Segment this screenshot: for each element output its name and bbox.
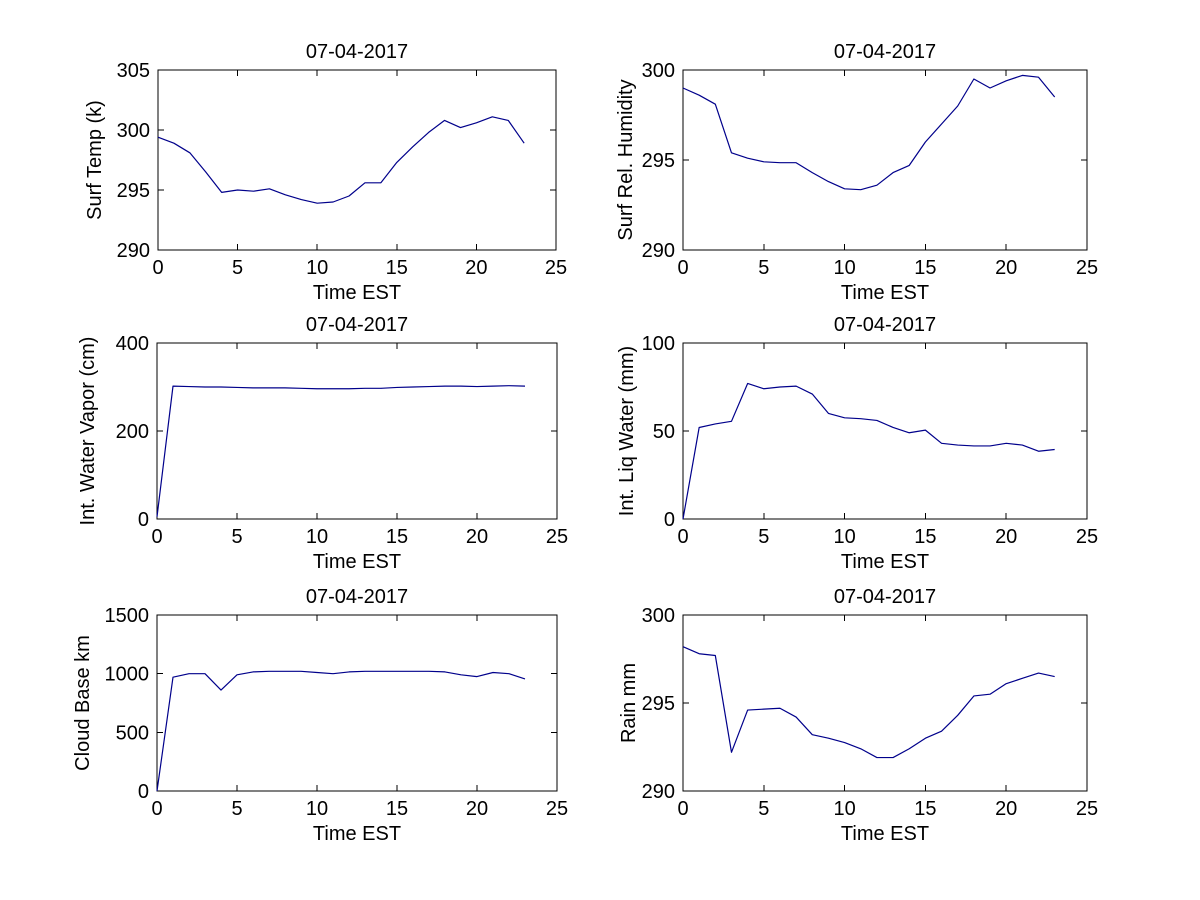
chart-title: 07-04-2017 (833, 41, 937, 63)
svg-text:1500: 1500 (105, 605, 150, 627)
svg-text:15: 15 (386, 526, 408, 548)
svg-text:5: 5 (758, 526, 769, 548)
svg-text:15: 15 (914, 798, 936, 820)
line-plot: 0 5 10 15 20 25 0 50 100 (642, 333, 1099, 548)
svg-text:290: 290 (117, 240, 150, 262)
svg-text:0: 0 (677, 526, 688, 548)
svg-text:400: 400 (116, 333, 149, 355)
y-axis-label: Cloud Base km (72, 635, 94, 771)
svg-text:20: 20 (995, 526, 1017, 548)
svg-text:20: 20 (995, 257, 1017, 279)
x-axis-label: Time EST (312, 823, 402, 845)
svg-text:15: 15 (386, 257, 408, 279)
svg-text:10: 10 (306, 798, 328, 820)
svg-text:10: 10 (306, 257, 328, 279)
svg-text:0: 0 (151, 526, 162, 548)
svg-text:10: 10 (833, 798, 855, 820)
svg-text:300: 300 (642, 605, 675, 627)
svg-text:5: 5 (231, 526, 242, 548)
svg-text:20: 20 (995, 798, 1017, 820)
svg-text:0: 0 (677, 798, 688, 820)
svg-text:25: 25 (546, 798, 568, 820)
svg-text:20: 20 (466, 526, 488, 548)
line-plot: 0 5 10 15 20 25 0 200 400 (116, 333, 569, 548)
svg-text:200: 200 (116, 421, 149, 443)
chart-title: 07-04-2017 (833, 586, 937, 608)
svg-text:305: 305 (117, 60, 150, 82)
chart-title: 07-04-2017 (305, 586, 409, 608)
svg-text:10: 10 (306, 526, 328, 548)
chart-title: 07-04-2017 (305, 41, 409, 63)
svg-text:5: 5 (232, 257, 243, 279)
x-axis-label: Time EST (840, 282, 930, 304)
svg-text:0: 0 (677, 257, 688, 279)
svg-text:5: 5 (231, 798, 242, 820)
svg-text:25: 25 (1076, 798, 1098, 820)
svg-text:1000: 1000 (105, 664, 150, 686)
svg-text:25: 25 (1076, 257, 1098, 279)
svg-text:0: 0 (138, 509, 149, 531)
svg-text:0: 0 (152, 257, 163, 279)
svg-text:0: 0 (664, 509, 675, 531)
line-plot: 0 5 10 15 20 25 290 295 300 (642, 60, 1099, 279)
svg-text:50: 50 (653, 421, 675, 443)
svg-text:290: 290 (642, 240, 675, 262)
x-axis-label: Time EST (840, 551, 930, 573)
svg-text:25: 25 (1076, 526, 1098, 548)
svg-text:100: 100 (642, 333, 675, 355)
svg-text:295: 295 (642, 693, 675, 715)
line-plot: 0 5 10 15 20 25 290 295 300 305 (117, 60, 568, 279)
line-plot: 0 5 10 15 20 25 0 500 1000 1500 (105, 605, 569, 820)
chart-title: 07-04-2017 (305, 314, 409, 336)
svg-text:290: 290 (642, 781, 675, 803)
svg-text:0: 0 (138, 781, 149, 803)
svg-text:500: 500 (116, 722, 149, 744)
x-axis-label: Time EST (312, 551, 402, 573)
svg-text:5: 5 (758, 257, 769, 279)
svg-text:15: 15 (386, 798, 408, 820)
chart-title: 07-04-2017 (833, 314, 937, 336)
svg-text:20: 20 (465, 257, 487, 279)
x-axis-label: Time EST (312, 282, 402, 304)
svg-text:10: 10 (833, 257, 855, 279)
line-plot: 0 5 10 15 20 25 290 295 300 (642, 605, 1099, 820)
svg-text:20: 20 (466, 798, 488, 820)
svg-text:295: 295 (117, 180, 150, 202)
svg-text:15: 15 (914, 526, 936, 548)
svg-text:25: 25 (546, 526, 568, 548)
svg-text:300: 300 (117, 120, 150, 142)
svg-text:15: 15 (914, 257, 936, 279)
svg-text:300: 300 (642, 60, 675, 82)
svg-text:25: 25 (545, 257, 567, 279)
x-axis-label: Time EST (840, 823, 930, 845)
svg-text:10: 10 (833, 526, 855, 548)
svg-text:295: 295 (642, 150, 675, 172)
svg-text:5: 5 (758, 798, 769, 820)
svg-text:0: 0 (151, 798, 162, 820)
